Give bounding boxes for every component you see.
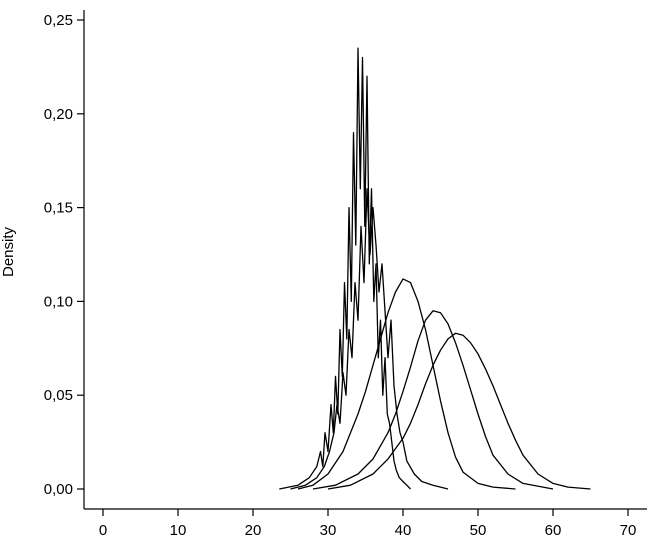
y-tick-label: 0,05	[44, 387, 73, 404]
density-curve-3	[297, 278, 516, 490]
density-curve-2	[290, 188, 449, 490]
plot-frame	[83, 10, 647, 510]
x-tick-label: 60	[545, 522, 562, 539]
density-curve-5	[327, 332, 591, 490]
x-tick-label: 30	[320, 522, 337, 539]
y-tick-label: 0,10	[44, 293, 73, 310]
density-curve-1	[279, 47, 411, 490]
y-axis-ticks: 0,00 0,05 0,10 0,15 0,20 0,25	[44, 12, 84, 498]
x-tick-label: 10	[170, 522, 187, 539]
y-axis-title: Density	[0, 226, 17, 277]
x-axis-ticks: 0 10 20 30 40 50 60 70	[99, 509, 637, 539]
y-tick-label: 0,25	[44, 12, 73, 29]
x-tick-label: 50	[470, 522, 487, 539]
y-tick-label: 0,20	[44, 106, 73, 123]
x-tick-label: 20	[245, 522, 262, 539]
x-tick-label: 70	[620, 522, 637, 539]
density-curve-4	[312, 310, 554, 490]
y-tick-label: 0,15	[44, 200, 73, 217]
x-tick-label: 40	[395, 522, 412, 539]
x-tick-label: 0	[99, 522, 107, 539]
density-curves	[279, 47, 591, 490]
y-tick-label: 0,00	[44, 481, 73, 498]
